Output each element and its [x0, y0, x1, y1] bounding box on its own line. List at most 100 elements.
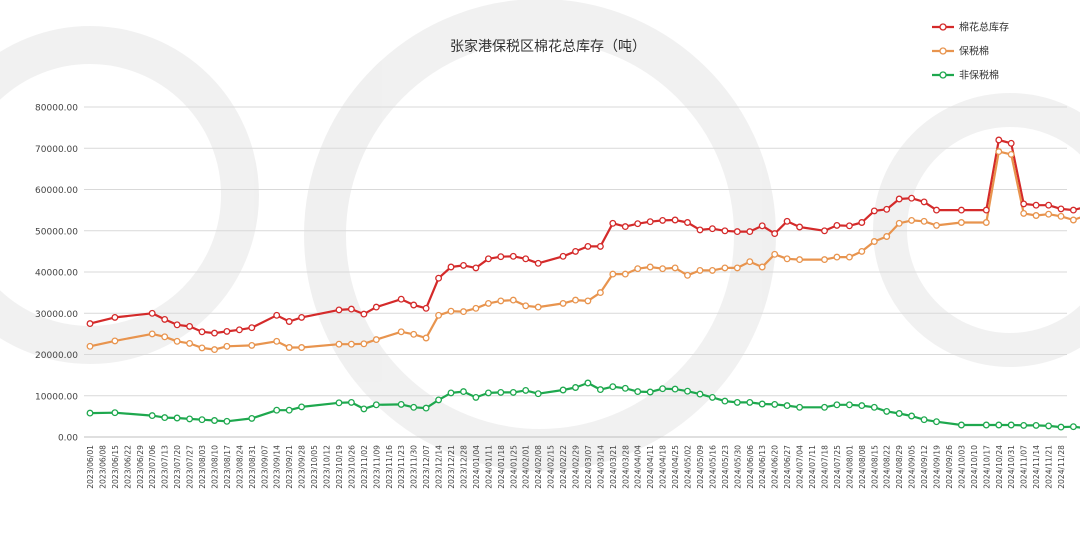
data-point	[285, 406, 293, 414]
x-tick-label: 2023/07/27	[186, 445, 195, 489]
data-point	[1057, 423, 1065, 431]
data-point	[821, 403, 828, 411]
data-point	[372, 303, 380, 311]
data-point	[858, 402, 866, 410]
x-tick-label: 2024/09/12	[920, 445, 929, 489]
data-point	[161, 414, 169, 422]
data-point	[335, 340, 343, 348]
data-point	[634, 388, 642, 396]
x-tick-label: 2024/10/17	[982, 445, 991, 489]
data-point	[883, 407, 891, 415]
data-point	[858, 219, 866, 226]
data-point	[534, 303, 542, 311]
x-tick-label: 2024/11/14	[1032, 445, 1041, 489]
data-point	[497, 388, 505, 396]
data-point	[186, 415, 194, 423]
x-tick-label: 2023/11/09	[372, 445, 381, 489]
legend-marker	[939, 23, 947, 31]
x-tick-label: 2024/02/08	[534, 445, 543, 489]
data-point	[447, 263, 455, 271]
data-point	[684, 387, 691, 395]
x-tick-label: 2023/06/29	[136, 445, 145, 489]
x-tick-label: 2024/07/04	[796, 445, 805, 489]
data-point	[447, 307, 455, 315]
data-point	[497, 253, 505, 261]
x-tick-label: 2023/11/30	[410, 445, 419, 489]
data-point	[634, 220, 642, 228]
data-point	[422, 404, 430, 412]
data-point	[821, 256, 828, 264]
data-point	[273, 406, 281, 414]
data-point	[733, 228, 741, 236]
data-point	[870, 207, 878, 215]
x-axis: 2023/06/01 2023/06/08 2023/06/15 2023/06/22…	[84, 436, 1067, 489]
data-point	[1020, 200, 1028, 208]
data-point	[422, 334, 430, 342]
data-point	[198, 344, 206, 352]
data-point	[161, 315, 169, 323]
x-tick-label: 2024/04/25	[671, 445, 680, 489]
x-tick-label: 2023/12/28	[459, 445, 468, 489]
x-tick-label: 2024/05/23	[721, 445, 730, 489]
data-point	[360, 405, 368, 413]
data-point	[659, 216, 667, 224]
data-point	[148, 330, 156, 338]
data-point	[1032, 421, 1040, 429]
data-point	[671, 264, 679, 272]
data-point	[273, 337, 281, 345]
x-tick-label: 2024/05/30	[733, 445, 742, 489]
x-tick-label: 2024/08/08	[858, 445, 867, 489]
data-point	[223, 327, 231, 335]
data-point	[883, 233, 891, 240]
data-point	[484, 255, 492, 263]
data-point	[1045, 210, 1053, 218]
x-tick-label: 2023/12/14	[435, 445, 444, 489]
x-tick-label: 2024/07/18	[820, 445, 829, 489]
data-point	[285, 318, 293, 325]
data-point	[858, 247, 866, 255]
data-point	[1057, 212, 1065, 220]
data-point	[783, 217, 791, 225]
data-point	[559, 252, 567, 260]
data-point	[982, 219, 990, 226]
x-tick-label: 2023/09/07	[260, 445, 269, 489]
x-tick-label: 2024/06/27	[783, 445, 792, 489]
data-point	[1045, 422, 1053, 430]
x-tick-label: 2024/10/10	[970, 445, 979, 489]
x-tick-label: 2023/10/05	[310, 445, 319, 489]
data-point	[211, 329, 218, 337]
data-point	[460, 261, 467, 269]
data-point	[883, 205, 891, 213]
y-tick-label: 20000.00	[35, 351, 78, 361]
data-point	[484, 299, 492, 307]
data-point	[982, 421, 990, 429]
x-tick-label: 2024/11/28	[1057, 445, 1066, 489]
x-tick-label: 2024/05/09	[696, 445, 705, 489]
data-point	[995, 148, 1003, 156]
data-point	[671, 385, 679, 393]
data-point	[360, 340, 368, 348]
data-point	[933, 221, 940, 229]
x-tick-label: 2024/07/25	[833, 445, 842, 489]
x-tick-label: 2024/09/19	[933, 445, 942, 489]
data-point	[982, 206, 990, 214]
data-point	[783, 255, 791, 263]
x-tick-label: 2024/02/15	[547, 445, 556, 489]
data-point	[298, 344, 306, 351]
data-point	[1032, 212, 1040, 219]
x-tick-label: 2023/07/13	[161, 445, 170, 489]
data-point	[198, 416, 206, 424]
x-tick-label: 2023/07/06	[148, 445, 157, 489]
x-tick-label: 2023/06/15	[111, 445, 120, 489]
x-tick-label: 2024/04/04	[634, 445, 643, 489]
data-point	[248, 414, 256, 422]
x-tick-label: 2024/03/07	[584, 445, 593, 489]
x-tick-label: 2023/06/01	[86, 445, 95, 489]
x-tick-label: 2023/11/02	[360, 445, 369, 489]
data-point	[372, 336, 380, 344]
data-point	[609, 270, 617, 278]
data-point	[460, 388, 467, 396]
data-point	[957, 219, 965, 226]
data-point	[509, 388, 517, 396]
y-tick-label: 30000.00	[35, 310, 78, 320]
